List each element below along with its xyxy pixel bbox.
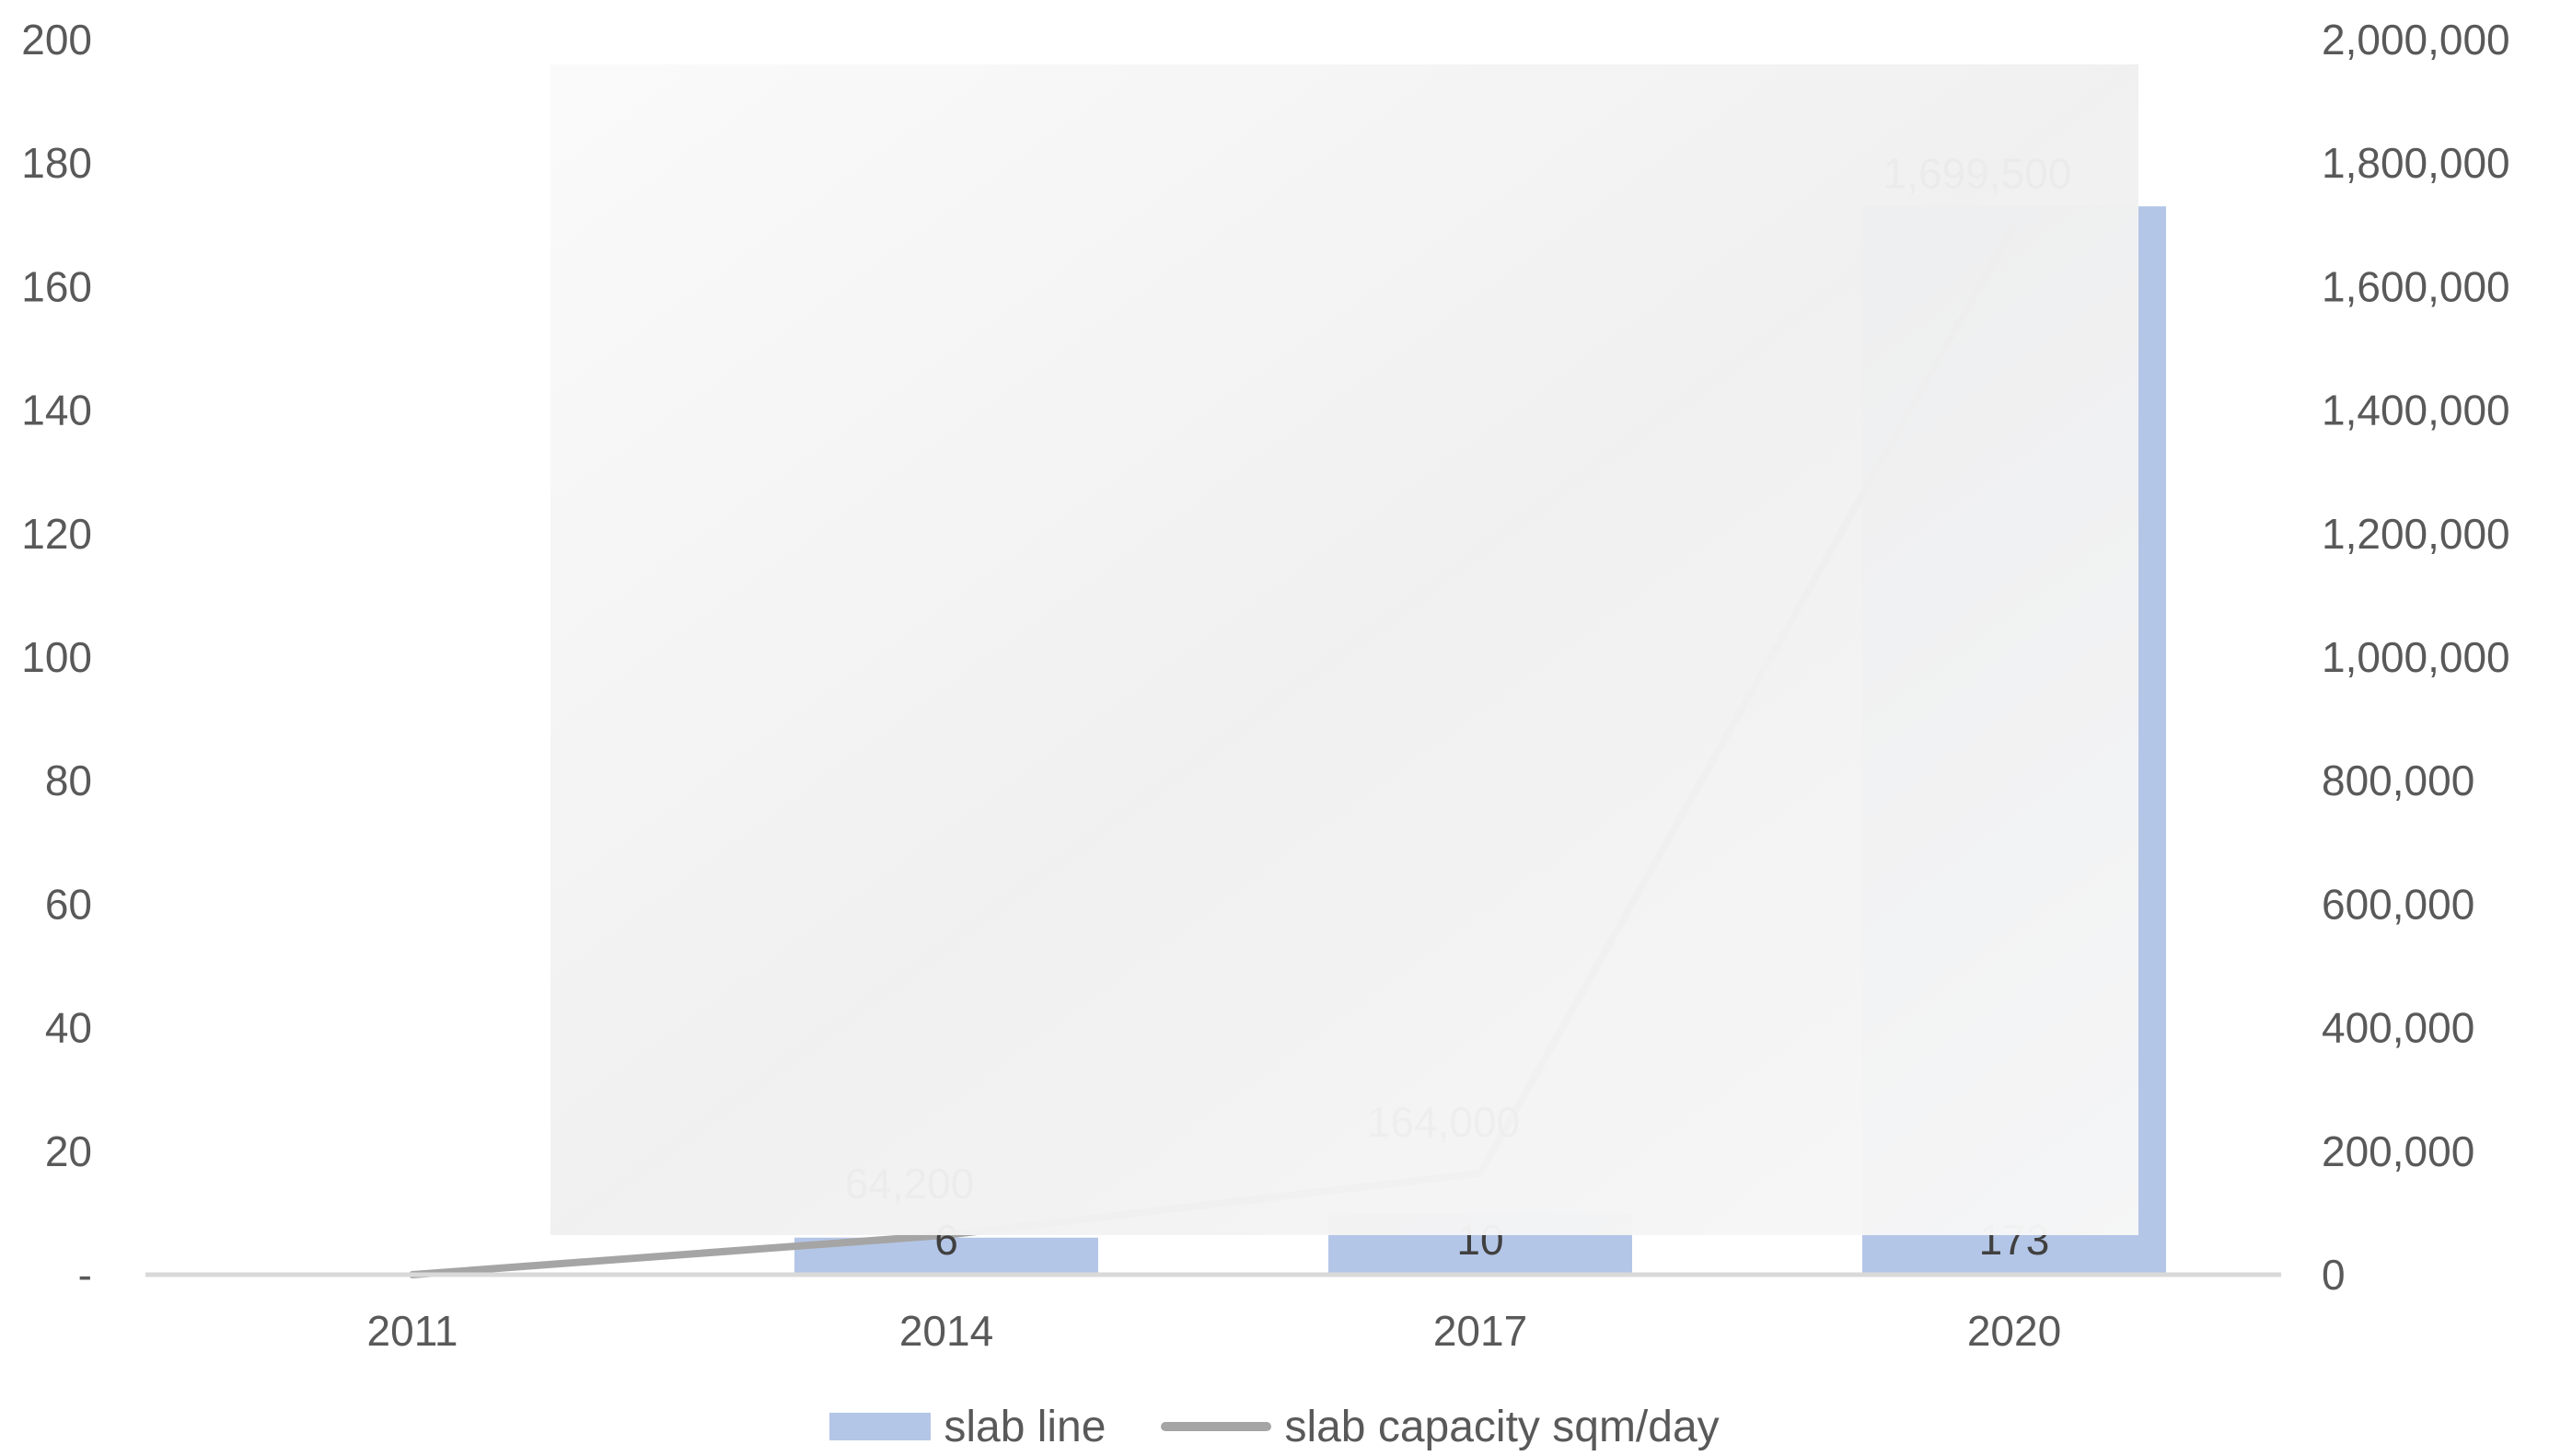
- y-right-tick-label: 1,600,000: [2322, 262, 2510, 310]
- y-left-tick-label: 200: [21, 16, 92, 64]
- y-right-tick-label: 200,000: [2322, 1127, 2474, 1175]
- legend-item-line: slab capacity sqm/day: [1161, 1402, 1720, 1452]
- y-right-tick-label: 1,200,000: [2322, 510, 2510, 558]
- legend-label-line: slab capacity sqm/day: [1284, 1402, 1720, 1451]
- legend-swatch-bar: [829, 1413, 932, 1440]
- x-tick-label: 2017: [1433, 1307, 1527, 1355]
- y-left-tick-label: 80: [45, 757, 92, 804]
- y-right-tick-label: 2,000,000: [2322, 16, 2510, 64]
- y-right-tick-label: 1,800,000: [2322, 139, 2510, 187]
- x-tick-label: 2011: [367, 1307, 458, 1355]
- y-left-tick-label: 20: [45, 1127, 92, 1175]
- y-right-tick-label: 600,000: [2322, 880, 2474, 928]
- y-left-tick-label: 60: [45, 880, 92, 928]
- right-axis-ticks: 0 200,000 400,000 600,000 800,000 1,000,000 1,…: [2322, 16, 2510, 1299]
- y-right-tick-label: 800,000: [2322, 757, 2474, 804]
- y-right-tick-label: 1,000,000: [2322, 633, 2510, 681]
- x-tick-label: 2014: [899, 1307, 993, 1355]
- y-right-tick-label: 1,400,000: [2322, 387, 2510, 434]
- y-left-tick-label: -: [78, 1251, 92, 1299]
- left-axis-ticks: - 20 40 60 80 100 120 140 160 180 200: [21, 16, 92, 1299]
- y-left-tick-label: 40: [45, 1004, 92, 1052]
- x-tick-label: 2020: [1967, 1307, 2061, 1355]
- y-left-tick-label: 120: [21, 510, 92, 558]
- y-right-tick-label: 0: [2322, 1251, 2346, 1299]
- y-left-tick-label: 140: [21, 387, 92, 434]
- legend-label-bar: slab line: [944, 1402, 1106, 1451]
- y-left-tick-label: 180: [21, 139, 92, 187]
- legend-item-bar: slab line: [829, 1402, 1106, 1452]
- y-left-tick-label: 160: [21, 262, 92, 310]
- legend: slab line slab capacity sqm/day: [0, 1399, 2549, 1454]
- x-axis-ticks: 2011 2014 2017 2020: [367, 1307, 2062, 1355]
- legend-swatch-line: [1161, 1422, 1272, 1431]
- y-right-tick-label: 400,000: [2322, 1004, 2474, 1052]
- overlay-panel: [550, 64, 2138, 1235]
- y-left-tick-label: 100: [21, 633, 92, 681]
